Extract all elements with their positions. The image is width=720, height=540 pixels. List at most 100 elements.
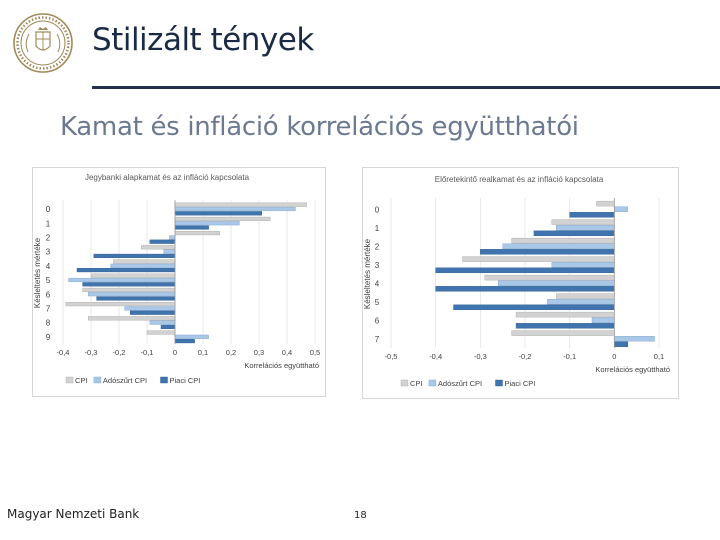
bar-adszrtcpi-4 <box>110 263 176 268</box>
footer-page-number: 18 <box>354 510 367 521</box>
category-label: 0 <box>46 205 51 214</box>
bar-cpi-5 <box>90 273 176 278</box>
x-tick-label: 0,2 <box>226 348 236 357</box>
legend-swatch <box>160 376 168 384</box>
bar-piacicpi-2 <box>149 239 176 244</box>
bar-piacicpi-8 <box>160 324 176 329</box>
category-label: 2 <box>46 234 51 243</box>
bar-cpi-1 <box>174 216 271 221</box>
x-tick-label: 0,4 <box>282 348 292 357</box>
x-tick-label: -0,3 <box>474 352 487 361</box>
category-label: 9 <box>46 333 51 342</box>
category-label: 6 <box>46 290 51 299</box>
bar-cpi-2 <box>511 237 615 244</box>
bar-cpi-4 <box>484 274 615 281</box>
bar-adszrtcpi-6 <box>88 292 176 297</box>
bar-cpi-0 <box>174 202 307 207</box>
category-label: 5 <box>375 298 380 307</box>
bar-adszrtcpi-7 <box>124 306 176 311</box>
category-label: 7 <box>375 335 380 344</box>
bar-adszrtcpi-5 <box>68 277 176 283</box>
x-axis-label: Korrelációs együttható <box>595 365 670 374</box>
x-tick-label: 0,5 <box>310 348 320 357</box>
x-tick-label: -0,2 <box>519 352 532 361</box>
category-label: 3 <box>46 248 51 257</box>
bar-adszrtcpi-7 <box>614 336 655 342</box>
bar-cpi-2 <box>174 231 220 236</box>
page-subtitle: Kamat és infláció korrelációs együttható… <box>60 112 579 142</box>
category-label: 1 <box>375 224 380 233</box>
legend-label: Piaci CPI <box>505 379 536 388</box>
bar-piacicpi-5 <box>82 282 176 287</box>
bar-piacicpi-0 <box>174 211 263 216</box>
chart-title: Előretekintő realkamat és az infláció ka… <box>435 175 604 184</box>
bar-piacicpi-9 <box>174 339 195 344</box>
bar-cpi-1 <box>551 219 615 225</box>
legend-swatch <box>93 376 102 384</box>
bar-adszrtcpi-0 <box>174 206 296 212</box>
x-axis-label: Korrelációs együttható <box>244 361 319 370</box>
legend-label: Adószűrt CPI <box>438 379 482 388</box>
bar-piacicpi-6 <box>515 323 615 329</box>
bar-cpi-4 <box>113 259 176 264</box>
chart-policy-rate-inflation: Jegybanki alapkamat és az infláció kapcs… <box>32 167 326 397</box>
bar-piacicpi-0 <box>569 212 615 218</box>
x-tick-label: -0,4 <box>429 352 442 361</box>
bar-adszrtcpi-2 <box>169 235 176 240</box>
x-tick-label: -0,4 <box>57 348 70 357</box>
x-tick-label: 0,3 <box>254 348 264 357</box>
legend-swatch <box>428 379 437 387</box>
bar-adszrtcpi-5 <box>547 299 615 305</box>
bar-cpi-7 <box>511 330 615 336</box>
bar-piacicpi-7 <box>129 310 176 315</box>
bar-piacicpi-3 <box>435 267 615 274</box>
legend-label: CPI <box>410 379 423 388</box>
category-label: 7 <box>46 305 51 314</box>
bar-cpi-6 <box>515 311 615 318</box>
bar-adszrtcpi-9 <box>174 334 209 339</box>
legend-label: Adószűrt CPI <box>103 376 147 385</box>
category-label: 3 <box>375 261 380 270</box>
bar-piacicpi-2 <box>480 249 615 255</box>
bar-cpi-8 <box>88 316 176 321</box>
bar-cpi-5 <box>556 293 615 299</box>
legend-label: Piaci CPI <box>170 376 201 385</box>
x-tick-label: 0,1 <box>654 352 664 361</box>
bar-cpi-3 <box>141 245 176 250</box>
bar-cpi-6 <box>82 287 176 292</box>
x-tick-label: -0,1 <box>563 352 576 361</box>
category-label: 4 <box>375 279 380 288</box>
chart-real-rate-inflation: Előretekintő realkamat és az infláció ka… <box>362 167 679 399</box>
chart-policy-rate-svg: Jegybanki alapkamat és az infláció kapcs… <box>33 173 320 385</box>
bar-adszrtcpi-4 <box>497 280 615 286</box>
legend-label: CPI <box>75 376 88 385</box>
category-label: 2 <box>375 242 380 251</box>
page-title: Stilizált tények <box>92 22 314 58</box>
bar-piacicpi-4 <box>435 286 615 292</box>
chart-real-rate-svg: Előretekintő realkamat és az infláció ka… <box>363 175 670 388</box>
legend-swatch <box>400 379 409 387</box>
x-tick-label: 0,1 <box>198 348 208 357</box>
bar-piacicpi-6 <box>96 296 176 301</box>
bar-piacicpi-1 <box>533 230 615 237</box>
bar-cpi-3 <box>462 256 615 262</box>
bar-adszrtcpi-8 <box>149 320 176 325</box>
legend-swatch <box>65 376 74 384</box>
category-label: 1 <box>46 219 51 228</box>
bar-piacicpi-7 <box>614 341 628 348</box>
bar-cpi-0 <box>596 200 615 207</box>
bar-adszrtcpi-1 <box>556 225 615 231</box>
bar-adszrtcpi-1 <box>174 221 240 226</box>
category-label: 8 <box>46 319 51 328</box>
category-label: 5 <box>46 276 51 285</box>
category-label: 0 <box>375 205 380 214</box>
bar-cpi-7 <box>65 302 176 307</box>
bar-piacicpi-4 <box>76 268 176 273</box>
title-underline <box>92 86 720 89</box>
bar-adszrtcpi-6 <box>591 317 615 323</box>
legend-swatch <box>495 379 503 387</box>
bar-piacicpi-5 <box>453 304 615 311</box>
bar-adszrtcpi-3 <box>551 262 615 268</box>
y-axis-label: Késleltetés mértéke <box>33 237 42 308</box>
y-axis-label: Késleltetés mértéke <box>363 238 372 309</box>
